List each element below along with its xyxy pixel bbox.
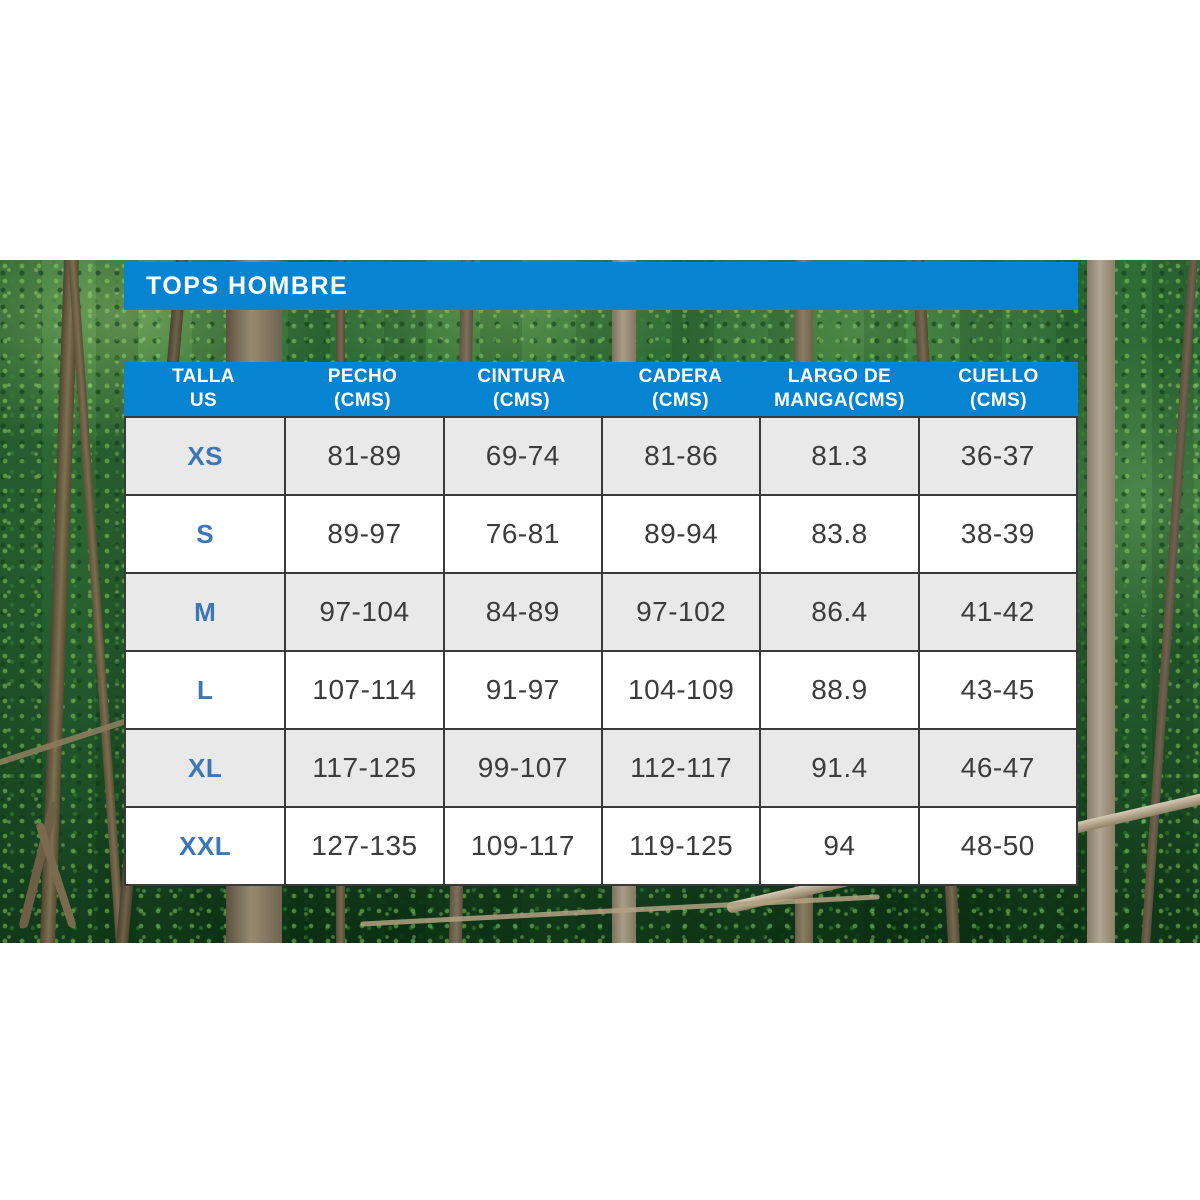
- column-header-line1: LARGO DE: [787, 366, 892, 388]
- measurement-cell: 109-117: [442, 808, 601, 884]
- size-table: TALLA US PECHO (CMS) CINTURA (CMS) CADERA (CMS)…: [124, 362, 1078, 886]
- measurement-cell: 81-86: [600, 418, 759, 494]
- measurement-cell: 76-81: [442, 496, 601, 572]
- measurement-cell: 97-102: [600, 574, 759, 650]
- table-row-xxl: XXL 127-135 109-117 119-125 94 48-50: [126, 806, 1076, 884]
- measurement-cell: 89-94: [600, 496, 759, 572]
- table-row-s: S 89-97 76-81 89-94 83.8 38-39: [126, 494, 1076, 572]
- measurement-cell: 97-104: [284, 574, 442, 650]
- measurement-cell: 89-97: [284, 496, 442, 572]
- measurement-cell: 43-45: [917, 652, 1076, 728]
- size-label: XL: [188, 752, 223, 783]
- column-header: CINTURA (CMS): [442, 365, 601, 413]
- measurement-cell: 99-107: [442, 730, 601, 806]
- table-row-m: M 97-104 84-89 97-102 86.4 41-42: [126, 572, 1076, 650]
- table-row-l: L 107-114 91-97 104-109 88.9 43-45: [126, 650, 1076, 728]
- measurement-cell: 41-42: [917, 574, 1076, 650]
- column-header: TALLA US: [124, 365, 283, 413]
- column-header-line2: (CMS): [652, 390, 709, 411]
- tree-trunk: [1140, 260, 1199, 943]
- measurement-cell: 69-74: [442, 418, 601, 494]
- size-label: M: [194, 596, 217, 627]
- measurement-cell: 88.9: [759, 652, 917, 728]
- measurement-cell: 119-125: [600, 808, 759, 884]
- title-bar: TOPS HOMBRE: [124, 262, 1078, 310]
- column-header: PECHO (CMS): [283, 365, 442, 413]
- column-header-line2: (CMS): [334, 390, 391, 411]
- measurement-cell: 117-125: [284, 730, 442, 806]
- column-header: LARGO DE MANGA(CMS): [760, 365, 919, 413]
- column-header-line2: US: [189, 390, 218, 411]
- size-label: L: [196, 674, 214, 705]
- measurement-cell: 91.4: [759, 730, 917, 806]
- size-label: S: [196, 518, 215, 549]
- measurement-cell: 48-50: [917, 808, 1076, 884]
- column-header-line1: CUELLO: [958, 366, 1039, 388]
- table-row-xl: XL 117-125 99-107 112-117 91.4 46-47: [126, 728, 1076, 806]
- size-label: XXL: [179, 830, 232, 861]
- column-header-line2: (CMS): [493, 390, 550, 411]
- measurement-cell: 84-89: [442, 574, 601, 650]
- column-header-line1: TALLA: [172, 366, 235, 388]
- column-header-line1: PECHO: [327, 366, 398, 388]
- tree-trunk: [1087, 260, 1115, 943]
- column-header-line1: CADERA: [638, 366, 723, 388]
- tree-trunk: [67, 260, 126, 943]
- measurement-cell: 94: [759, 808, 917, 884]
- column-header-line2: MANGA(CMS): [774, 390, 905, 411]
- table-header-row: TALLA US PECHO (CMS) CINTURA (CMS) CADERA (CMS)…: [124, 362, 1078, 416]
- measurement-cell: 86.4: [759, 574, 917, 650]
- measurement-cell: 127-135: [284, 808, 442, 884]
- measurement-cell: 81-89: [284, 418, 442, 494]
- column-header: CUELLO (CMS): [919, 365, 1078, 413]
- measurement-cell: 83.8: [759, 496, 917, 572]
- page-title: TOPS HOMBRE: [146, 271, 349, 300]
- measurement-cell: 36-37: [917, 418, 1076, 494]
- measurement-cell: 38-39: [917, 496, 1076, 572]
- measurement-cell: 81.3: [759, 418, 917, 494]
- column-header-line1: CINTURA: [477, 366, 566, 388]
- size-label: XS: [187, 440, 223, 471]
- measurement-cell: 107-114: [284, 652, 442, 728]
- column-header-line2: (CMS): [970, 390, 1027, 411]
- table-body: XS 81-89 69-74 81-86 81.3 36-37 S 89-97 76-81 89-…: [124, 416, 1078, 886]
- measurement-cell: 91-97: [442, 652, 601, 728]
- column-header: CADERA (CMS): [601, 365, 760, 413]
- measurement-cell: 112-117: [600, 730, 759, 806]
- measurement-cell: 46-47: [917, 730, 1076, 806]
- measurement-cell: 104-109: [600, 652, 759, 728]
- table-row-xs: XS 81-89 69-74 81-86 81.3 36-37: [126, 418, 1076, 494]
